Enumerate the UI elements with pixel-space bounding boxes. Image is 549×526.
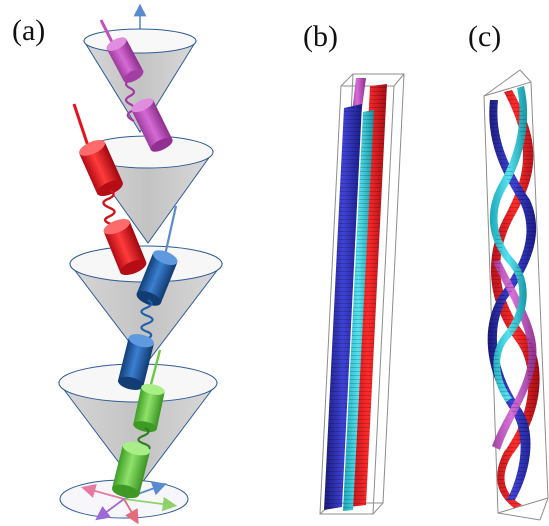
green-helix-unit — [112, 349, 165, 499]
panel-a-cone-stack — [57, 3, 224, 525]
twist-cyan-ribbon — [489, 86, 528, 402]
magenta-helix-unit — [99, 19, 173, 152]
blue-helix-unit — [117, 205, 178, 390]
panel-b-straight-bundle — [319, 73, 405, 515]
panel-label-a: (a) — [12, 14, 45, 47]
panel-label-c: (c) — [468, 20, 501, 53]
base-disk — [59, 479, 189, 525]
panel-label-b: (b) — [303, 20, 338, 53]
panel-c-twisted-bundle — [483, 69, 549, 521]
red-helix-unit — [72, 103, 147, 276]
